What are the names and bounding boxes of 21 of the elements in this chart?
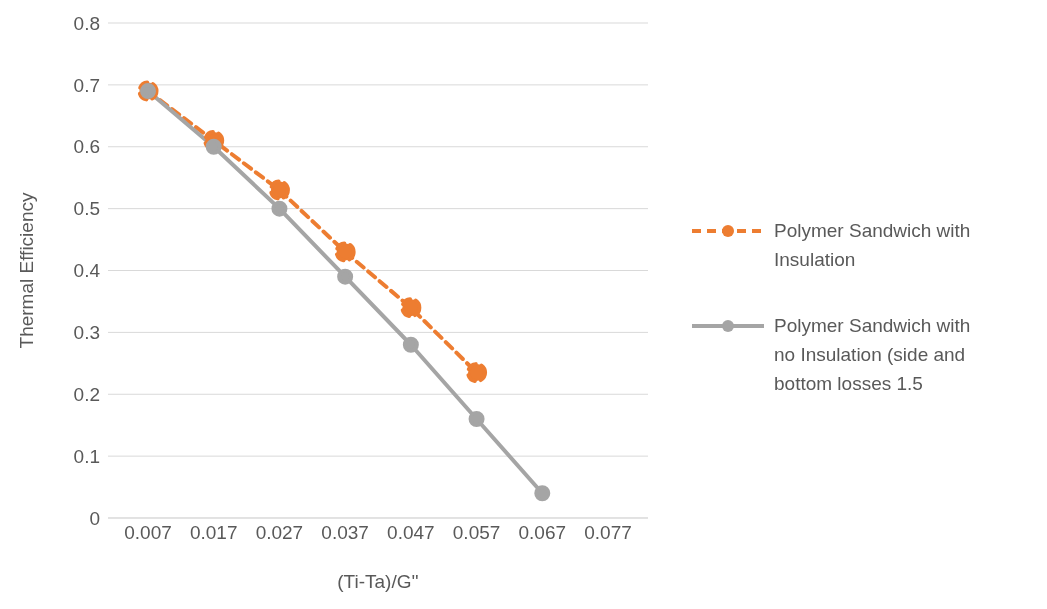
x-tick-label: 0.037 — [321, 522, 369, 544]
x-tick-label: 0.077 — [584, 522, 632, 544]
y-tick-label: 0.8 — [73, 12, 100, 34]
x-axis-title: (Ti-Ta)/G'' — [337, 571, 419, 592]
legend-label: Polymer Sandwich with no Insulation (side and bottom losses 1.5 — [774, 313, 972, 396]
x-tick-label: 0.057 — [452, 522, 501, 544]
x-tick-label: 0.027 — [255, 522, 304, 544]
y-tick-label: 0.4 — [73, 260, 101, 282]
x-tick-label: 0.017 — [189, 522, 238, 544]
y-tick-label: 0.2 — [73, 383, 100, 405]
y-tick-label: 0.5 — [73, 198, 100, 220]
x-tick-label: 0.067 — [518, 522, 567, 544]
y-axis-title: Thermal Efficiency — [15, 192, 37, 349]
y-tick-label: 0.3 — [73, 322, 100, 344]
y-tick-label: 0.7 — [73, 74, 100, 96]
y-tick-label: 0.1 — [73, 445, 100, 467]
y-tick-label: 0 — [89, 507, 100, 529]
x-tick-label: 0.007 — [124, 522, 172, 544]
legend-label: Polymer Sandwich with Insulation — [774, 218, 972, 272]
x-tick-label: 0.047 — [387, 522, 435, 544]
y-tick-label: 0.6 — [73, 136, 100, 158]
